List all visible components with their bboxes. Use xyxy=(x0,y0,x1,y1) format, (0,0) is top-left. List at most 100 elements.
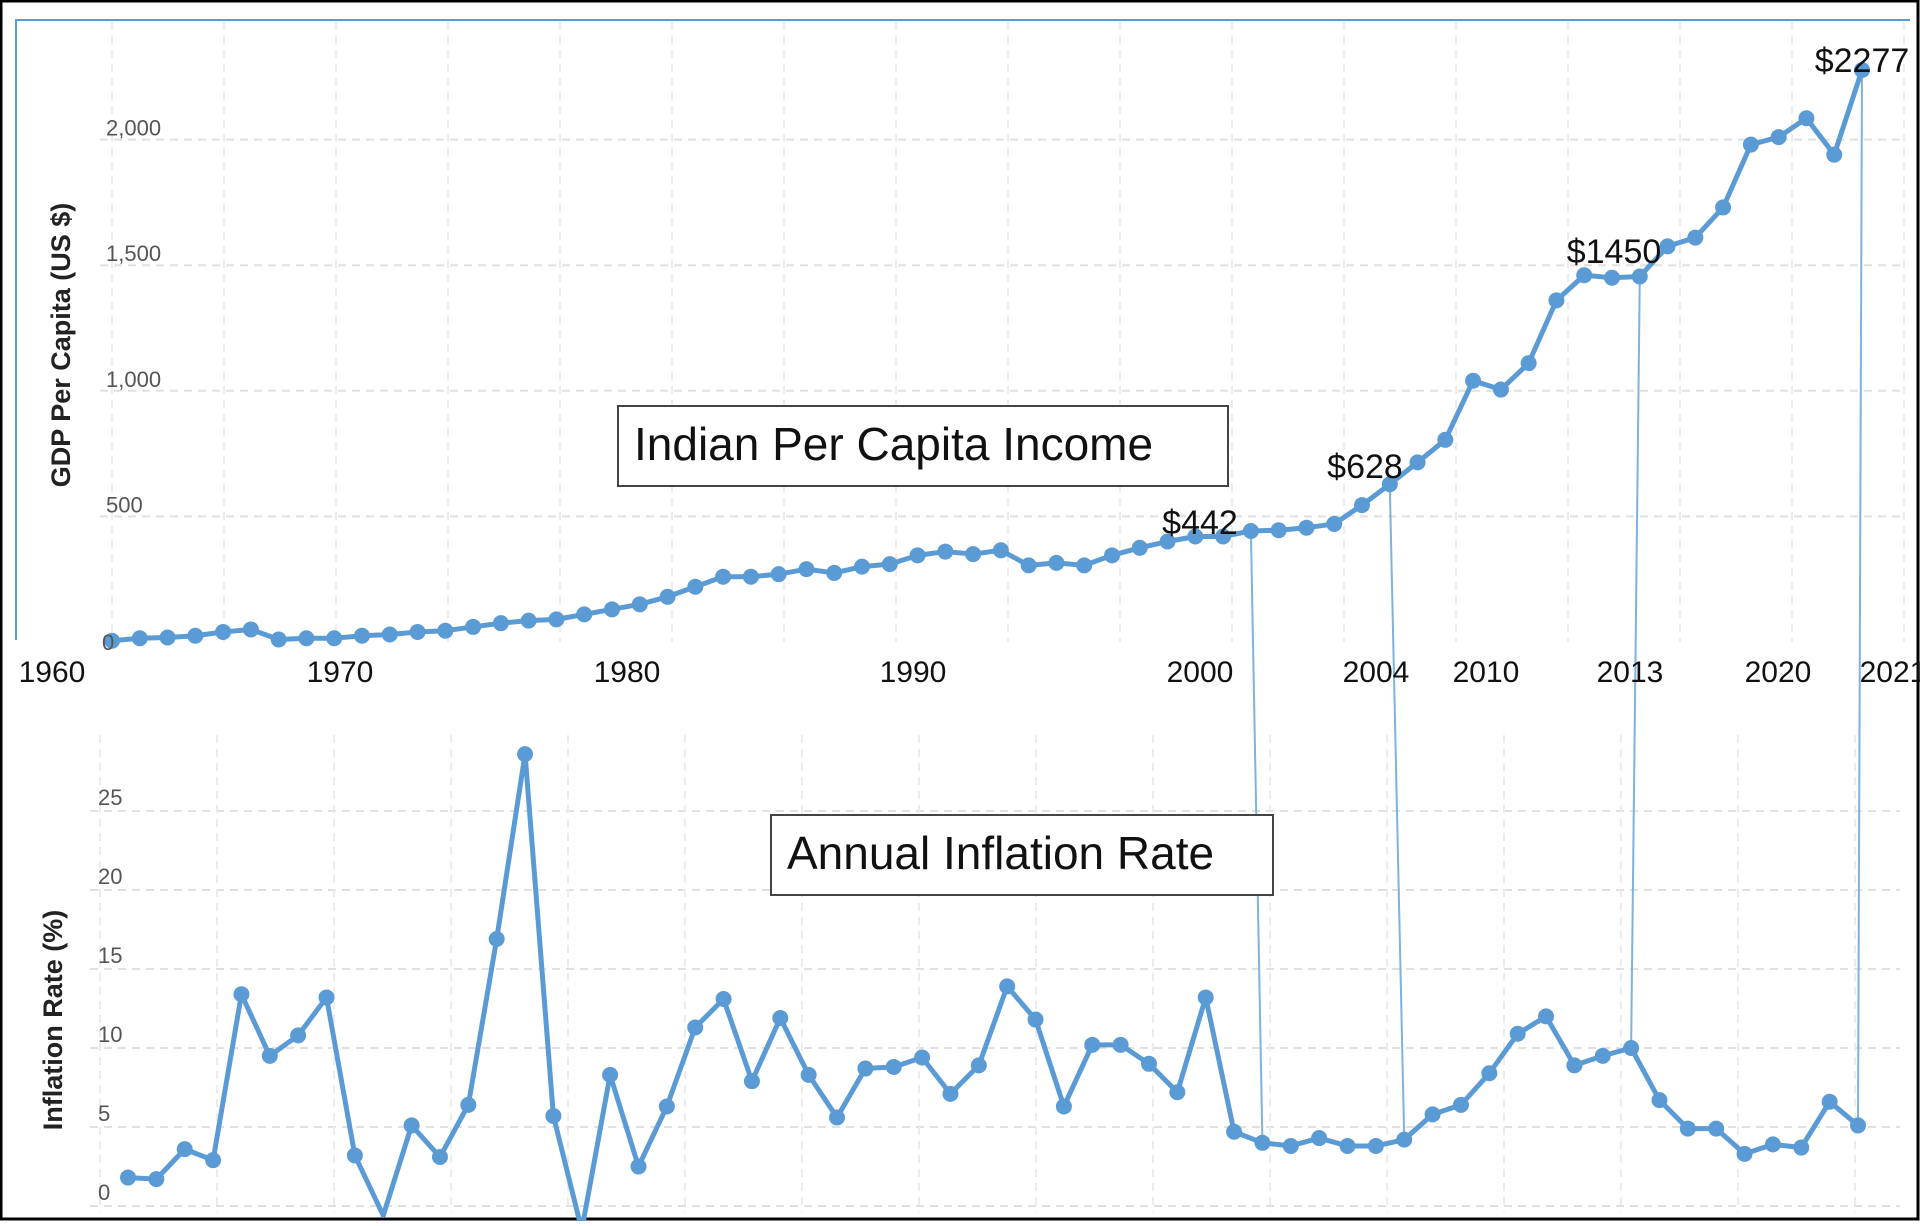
inflation-data-point xyxy=(1651,1092,1668,1109)
inflation-data-point xyxy=(290,1027,307,1044)
inflation-chart-title: Annual Inflation Rate xyxy=(787,827,1214,879)
inflation-data-point xyxy=(1169,1084,1186,1101)
inflation-data-point xyxy=(658,1098,675,1115)
inflation-y-axis-title: Inflation Rate (%) xyxy=(38,910,68,1131)
inflation-data-point xyxy=(488,930,505,947)
gdp-data-point xyxy=(492,615,509,632)
inflation-data-point xyxy=(1027,1011,1044,1028)
gdp-annotation-label: $442 xyxy=(1162,504,1238,542)
gdp-data-point xyxy=(1687,229,1704,246)
inflation-data-point xyxy=(545,1107,562,1124)
inflation-data-point xyxy=(1708,1120,1725,1137)
inflation-data-point xyxy=(1594,1047,1611,1064)
gdp-data-point xyxy=(215,623,232,640)
gdp-data-point xyxy=(1715,199,1732,216)
gdp-data-point xyxy=(937,543,954,560)
inflation-data-point xyxy=(1140,1055,1157,1072)
gdp-data-point xyxy=(1381,476,1398,493)
gdp-data-point xyxy=(1437,431,1454,448)
gdp-data-point xyxy=(298,630,315,647)
gdp-data-point xyxy=(520,612,537,629)
inflation-data-point xyxy=(176,1141,193,1158)
inflation-data-point xyxy=(1311,1130,1328,1147)
gdp-title-box xyxy=(617,405,1229,487)
gdp-data-point xyxy=(1215,528,1232,545)
inflation-data-point xyxy=(1481,1065,1498,1082)
year-connector-line xyxy=(1388,484,1406,1140)
inflation-data-point xyxy=(687,1019,704,1036)
gdp-data-point xyxy=(965,546,982,563)
gdp-data-point xyxy=(131,630,148,647)
gdp-x-tick-label: 1970 xyxy=(307,656,374,689)
gdp-data-point xyxy=(1326,515,1343,532)
inflation-data-point xyxy=(1084,1036,1101,1053)
gdp-data-point xyxy=(1270,522,1287,539)
gdp-data-point xyxy=(548,611,565,628)
inflation-data-point xyxy=(233,986,250,1003)
inflation-data-point xyxy=(743,1073,760,1090)
inflation-data-point xyxy=(1055,1098,1072,1115)
inflation-data-point xyxy=(517,746,534,763)
gdp-data-point xyxy=(1854,62,1870,79)
gdp-x-tick-label: 2004 xyxy=(1343,656,1410,689)
gdp-data-point xyxy=(1520,355,1537,372)
inflation-data-point xyxy=(1538,1008,1555,1025)
gdp-y-axis-title: GDP Per Capita (US $) xyxy=(46,203,76,488)
inflation-data-point xyxy=(120,1169,136,1186)
inflation-y-tick-label: 10 xyxy=(98,1022,122,1047)
gdp-data-point xyxy=(770,566,787,583)
inflation-data-point xyxy=(1282,1137,1299,1154)
inflation-data-point xyxy=(1850,1117,1866,1134)
gdp-data-point xyxy=(1659,238,1676,255)
inflation-data-point xyxy=(1821,1093,1838,1110)
inflation-data-point xyxy=(318,989,335,1006)
gdp-data-point xyxy=(270,631,287,648)
gdp-data-point xyxy=(1048,554,1065,571)
inflation-data-point xyxy=(1623,1040,1640,1056)
inflation-data-point xyxy=(1396,1131,1413,1148)
inflation-data-point xyxy=(1339,1137,1356,1154)
gdp-data-point xyxy=(1242,522,1259,539)
gdp-data-point xyxy=(1826,146,1843,163)
year-connector-line xyxy=(1857,70,1863,1126)
label-layer: 500 1,000 1,500 2,000 0 1960 1970 1980 1990 2000 2… xyxy=(19,42,1920,1205)
gdp-data-point xyxy=(409,623,426,640)
gdp-x-tick-label: 1960 xyxy=(19,656,86,689)
gdp-data-point xyxy=(1076,557,1093,574)
gdp-data-point xyxy=(826,564,843,581)
gdp-x-tick-label: 1990 xyxy=(880,656,947,689)
gdp-data-point xyxy=(1159,533,1176,550)
inflation-data-point xyxy=(715,991,732,1008)
gdp-y-tick-zero: 0 xyxy=(102,630,114,655)
connector-layer xyxy=(1249,70,1863,1143)
inflation-y-tick-label: 20 xyxy=(98,864,122,889)
gdp-series-line xyxy=(111,69,1865,644)
inflation-data-point xyxy=(148,1171,165,1188)
gdp-data-point xyxy=(1298,519,1315,536)
gdp-data-point xyxy=(1409,454,1426,471)
inflation-data-point xyxy=(999,978,1016,995)
inflation-data-point xyxy=(1367,1137,1384,1154)
gdp-data-point xyxy=(1604,269,1620,286)
gdp-data-point xyxy=(326,630,343,647)
gdp-chart-title: Indian Per Capita Income xyxy=(634,418,1153,470)
inflation-data-point xyxy=(1112,1036,1129,1053)
gdp-annotation-label: $2277 xyxy=(1815,42,1910,80)
inflation-data-point xyxy=(1764,1136,1781,1153)
gdp-data-point xyxy=(1492,381,1509,398)
inflation-data-point xyxy=(1679,1120,1696,1137)
gdp-data-point xyxy=(1770,129,1787,146)
inflation-y-tick-label: 0 xyxy=(98,1180,110,1205)
gdp-x-tick-label: 2013 xyxy=(1597,656,1664,689)
gdp-data-point xyxy=(909,547,926,564)
gdp-data-point xyxy=(687,578,704,595)
gdp-annotation-label: $628 xyxy=(1327,448,1403,486)
inflation-data-point xyxy=(1566,1057,1583,1074)
inflation-data-point xyxy=(460,1096,477,1113)
inflation-y-tick-label: 5 xyxy=(98,1101,110,1126)
grid-layer xyxy=(90,22,1905,1212)
inflation-data-point xyxy=(772,1009,789,1026)
